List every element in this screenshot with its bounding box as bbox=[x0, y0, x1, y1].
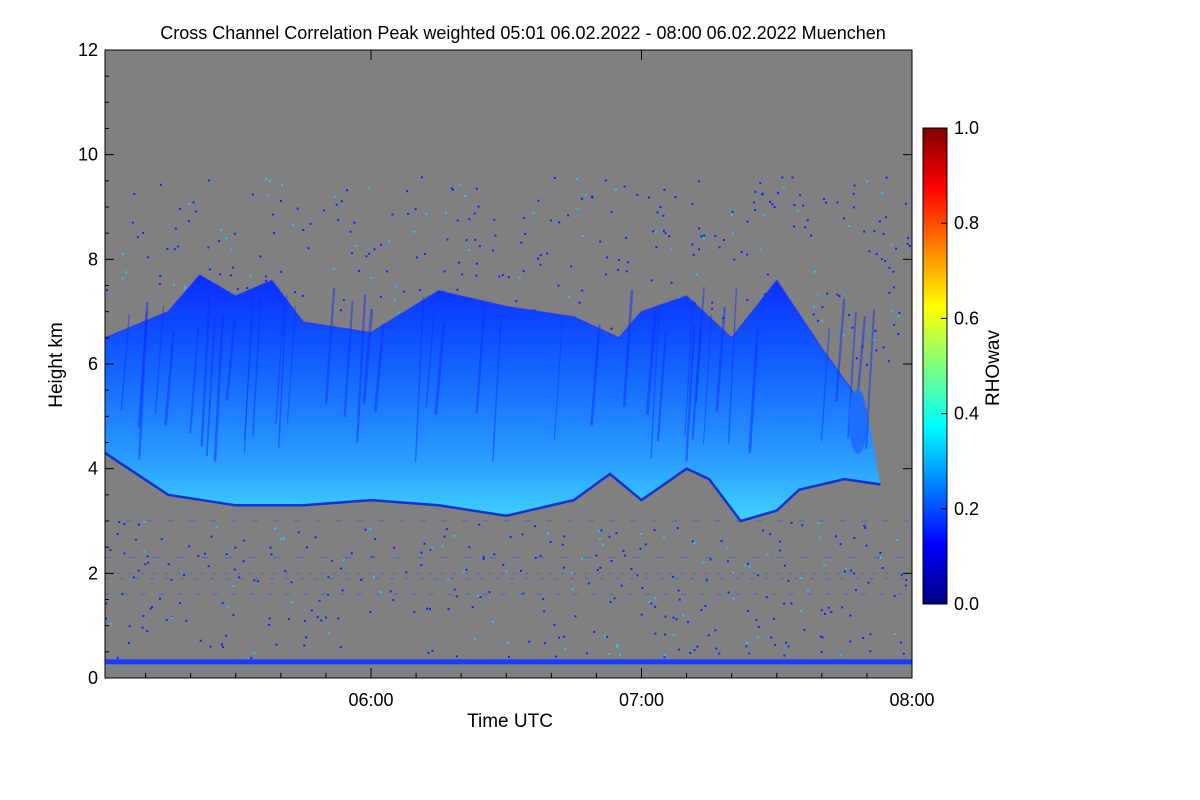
cloud-layer bbox=[105, 275, 881, 521]
cloud-base-line bbox=[104, 451, 881, 523]
colorbar-tick-label: 1.0 bbox=[954, 118, 979, 138]
x-tick-label: 07:00 bbox=[619, 690, 664, 710]
y-tick-label: 0 bbox=[88, 668, 98, 688]
y-tick-label: 6 bbox=[88, 354, 98, 374]
y-tick-label: 8 bbox=[88, 249, 98, 269]
surface-layer-band bbox=[105, 659, 912, 665]
colorbar-tick-label: 0.6 bbox=[954, 308, 979, 328]
chart-title: Cross Channel Correlation Peak weighted … bbox=[160, 23, 886, 43]
cloud-top-line bbox=[104, 274, 868, 412]
y-tick-label: 4 bbox=[88, 459, 98, 479]
x-tick-label: 08:00 bbox=[889, 690, 934, 710]
y-tick-label: 2 bbox=[88, 563, 98, 583]
x-tick-label: 06:00 bbox=[348, 690, 393, 710]
small-cloud-patch bbox=[848, 389, 867, 454]
colorbar-tick-label: 0.2 bbox=[954, 499, 979, 519]
colorbar-tick-label: 0.8 bbox=[954, 213, 979, 233]
colorbar-label: RHOwav bbox=[983, 329, 1004, 406]
cloud-streaks bbox=[120, 286, 876, 463]
colorbar-gradient bbox=[922, 127, 948, 605]
colorbar-tick-label: 0.4 bbox=[954, 404, 979, 424]
colorbar-tick-label: 0.0 bbox=[954, 594, 979, 614]
plot-area: 0 2 4 6 8 10 12 06:00 07:00 08:00 bbox=[78, 40, 935, 710]
y-tick-label: 10 bbox=[78, 145, 98, 165]
y-tick-label: 12 bbox=[78, 40, 98, 60]
x-axis-label: Time UTC bbox=[467, 711, 553, 732]
colorbar: 0.0 0.2 0.4 0.6 0.8 1.0 bbox=[922, 118, 979, 614]
y-axis-label: Height km bbox=[46, 322, 67, 408]
